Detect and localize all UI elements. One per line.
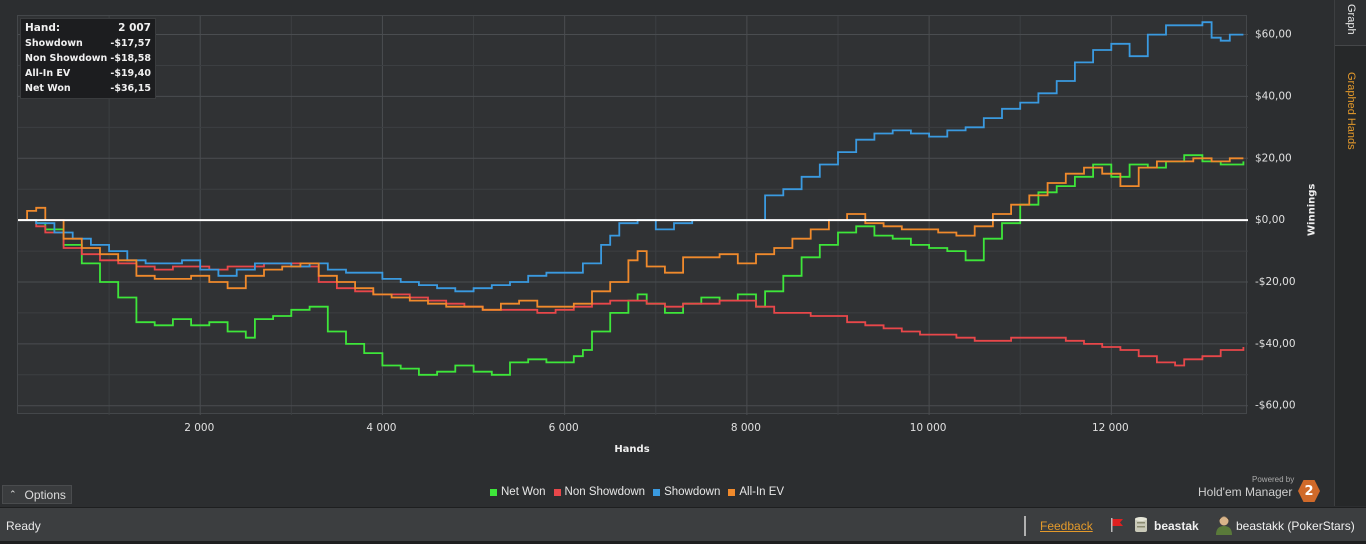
feedback-link[interactable]: Feedback	[1040, 519, 1093, 533]
powered-by-text: Powered by	[1252, 475, 1295, 484]
x-tick-label: 2 000	[184, 422, 214, 434]
y-tick-label: $20,00	[1255, 152, 1292, 164]
plot-area[interactable]	[17, 15, 1248, 415]
legend-swatch	[653, 488, 661, 496]
hm2-logo-icon: 2	[1298, 480, 1320, 502]
chevron-up-icon: ⌃	[9, 489, 17, 499]
hud-value: -$19,40	[110, 68, 151, 79]
player-avatar-icon[interactable]	[1215, 515, 1233, 535]
hud-value: -$36,15	[110, 83, 151, 94]
options-button[interactable]: ⌃ Options	[2, 485, 72, 504]
legend-label: Showdown	[664, 486, 721, 498]
hud-row-non-showdown: Non Showdown -$18,58	[25, 51, 151, 66]
legend-label: Non Showdown	[564, 486, 646, 498]
hud-label: Hand:	[25, 22, 61, 34]
brand-mark: Powered by Hold'em Manager 2	[1196, 475, 1324, 503]
taskbar-edge	[0, 541, 1366, 544]
legend-label: All-In EV	[739, 486, 785, 498]
user-name[interactable]: beastak	[1154, 519, 1199, 533]
series-line-showdown	[18, 21, 1244, 293]
x-tick-label: 10 000	[910, 422, 947, 434]
series-line-all-in-ev	[18, 157, 1244, 311]
hud-row-showdown: Showdown -$17,57	[25, 36, 151, 51]
y-tick-label: -$60,00	[1255, 400, 1296, 412]
winnings-chart	[18, 16, 1248, 415]
options-label: Options	[24, 487, 66, 502]
tab-graph[interactable]: Graph	[1335, 0, 1366, 46]
y-tick-label: $60,00	[1255, 29, 1292, 41]
hud-row-allin-ev: All-In EV -$19,40	[25, 66, 151, 81]
status-bar: Ready Feedback beastak beastakk (PokerSt…	[0, 507, 1366, 544]
hud-label: Non Showdown	[25, 53, 108, 64]
legend-swatch	[490, 488, 497, 496]
legend-item-showdown[interactable]: Showdown	[653, 486, 720, 498]
y-tick-label: -$40,00	[1255, 338, 1296, 350]
x-tick-label: 4 000	[366, 422, 396, 434]
hud-label: Showdown	[25, 38, 83, 49]
status-text: Ready	[6, 519, 41, 533]
hud-value: -$17,57	[110, 38, 151, 49]
x-axis-title: Hands	[614, 444, 650, 455]
side-tab-strip: Graph Graphed Hands	[1334, 0, 1366, 506]
legend-swatch	[553, 488, 561, 496]
hud-value: -$18,58	[110, 53, 151, 64]
database-icon[interactable]	[1134, 516, 1148, 534]
x-tick-label: 12 000	[1092, 422, 1129, 434]
tab-graphed-hands[interactable]: Graphed Hands	[1345, 72, 1357, 150]
hand-info-panel: Hand: 2 007 Showdown -$17,57 Non Showdow…	[20, 18, 156, 99]
x-tick-label: 6 000	[549, 422, 579, 434]
y-tick-label: $0,00	[1255, 214, 1285, 226]
player-name[interactable]: beastakk (PokerStars)	[1236, 519, 1355, 533]
legend-swatch	[728, 488, 736, 496]
y-tick-label: $40,00	[1255, 90, 1292, 102]
hud-row-net-won: Net Won -$36,15	[25, 81, 151, 96]
status-divider	[1024, 516, 1026, 536]
legend-item-allin-ev[interactable]: All-In EV	[728, 486, 784, 498]
y-tick-label: -$20,00	[1255, 276, 1296, 288]
x-tick-label: 8 000	[731, 422, 761, 434]
flag-icon[interactable]	[1109, 517, 1125, 533]
brand-name: Hold'em Manager	[1198, 485, 1293, 499]
hud-label: Net Won	[25, 83, 71, 94]
hud-row-hand: Hand: 2 007	[25, 21, 151, 36]
series-line-net-won	[18, 154, 1245, 376]
hud-label: All-In EV	[25, 68, 71, 79]
y-axis-title: Winnings	[1306, 183, 1318, 237]
chart-legend: Net Won Non Showdown Showdown All-In EV	[490, 486, 784, 498]
series-line-non-showdown	[18, 219, 1245, 367]
legend-label: Net Won	[501, 486, 546, 498]
legend-item-net-won[interactable]: Net Won	[490, 486, 546, 498]
legend-item-non-showdown[interactable]: Non Showdown	[553, 486, 646, 498]
hud-value: 2 007	[118, 22, 151, 34]
